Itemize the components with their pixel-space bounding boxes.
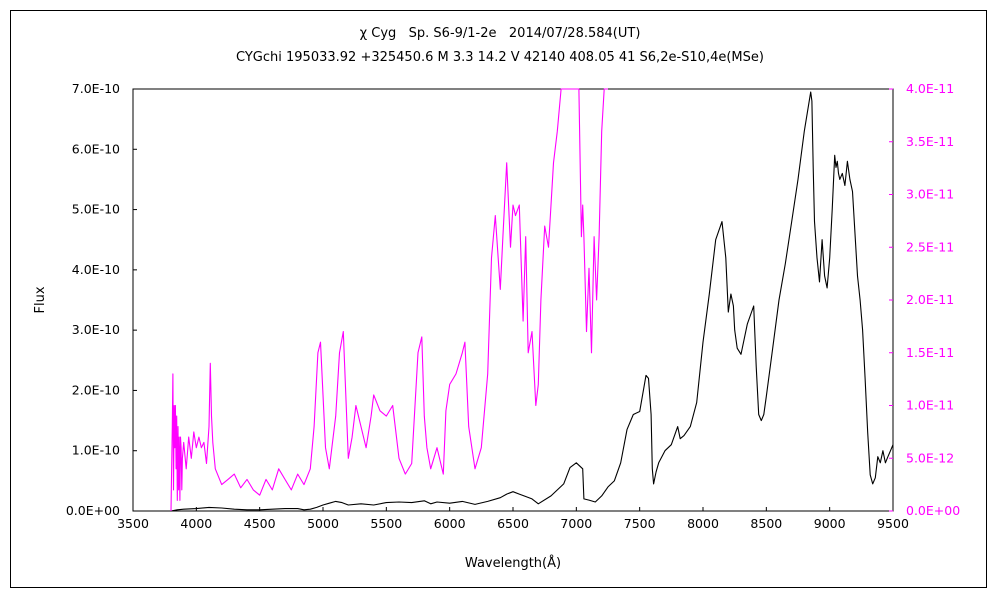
- x-tick-label: 6500: [497, 516, 529, 531]
- x-tick-label: 4500: [244, 516, 276, 531]
- y-right-tick-label: 2.0E-11: [906, 292, 954, 307]
- chart-subtitle: CYGchi 195033.92 +325450.6 M 3.3 14.2 V …: [236, 50, 764, 65]
- y-axis-label: Flux: [33, 286, 48, 313]
- x-tick-label: 7000: [560, 516, 592, 531]
- y-left-tick-label: 2.0E-10: [72, 382, 120, 397]
- x-tick-label: 9000: [814, 516, 846, 531]
- y-right-tick-label: 4.0E-11: [906, 81, 954, 96]
- x-axis-label: Wavelength(Å): [465, 555, 561, 571]
- y-left-tick-label: 6.0E-10: [72, 141, 120, 156]
- series-line-right-axis: [170, 88, 608, 512]
- y-right-tick-label: 5.0E-12: [906, 450, 954, 465]
- x-tick-label: 3500: [117, 516, 149, 531]
- y-left-tick-label: 3.0E-10: [72, 322, 120, 337]
- axis-layer: 3500 4000 4500 5000 5500 6000 6500 7000 7500 8000…: [66, 81, 960, 531]
- chart-title: χ Cyg Sp. S6-9/1-2e 2014/07/28.584(UT): [359, 26, 641, 41]
- x-tick-label: 7500: [624, 516, 656, 531]
- x-tick-label: 9500: [877, 516, 909, 531]
- series-layer: [170, 88, 894, 512]
- y-left-tick-label: 5.0E-10: [72, 202, 120, 217]
- x-tick-label: 5500: [370, 516, 402, 531]
- series-line-left-axis: [170, 91, 894, 512]
- y-right-tick-label: 2.5E-11: [906, 239, 954, 254]
- x-tick-label: 8000: [687, 516, 719, 531]
- chart-frame: [10, 10, 987, 588]
- y-left-tick-label: 1.0E-10: [72, 443, 120, 458]
- x-tick-label: 6000: [434, 516, 466, 531]
- x-tick-label: 8500: [750, 516, 782, 531]
- y-left-tick-label: 0.0E+00: [66, 503, 120, 518]
- y-right-tick-label: 0.0E+00: [906, 503, 960, 518]
- y-left-tick-label: 4.0E-10: [72, 262, 120, 277]
- y-right-tick-label: 1.0E-11: [906, 398, 954, 413]
- y-left-tick-label: 7.0E-10: [72, 81, 120, 96]
- y-right-tick-label: 1.5E-11: [906, 345, 954, 360]
- x-tick-label: 5000: [307, 516, 339, 531]
- y-right-tick-label: 3.0E-11: [906, 187, 954, 202]
- y-right-tick-label: 3.5E-11: [906, 134, 954, 149]
- x-tick-label: 4000: [180, 516, 212, 531]
